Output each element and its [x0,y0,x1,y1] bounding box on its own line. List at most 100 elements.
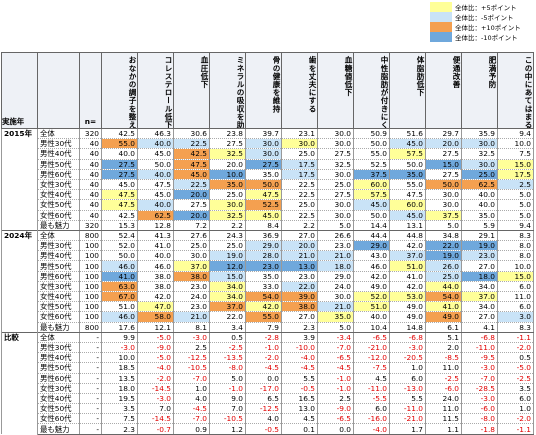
cell-value: 8.4 [245,219,282,231]
cell-value: 45.0 [353,199,390,210]
cell-value: 39.0 [281,290,318,302]
cell-value: 14.8 [389,321,426,333]
cell-value: 30.0 [209,199,246,210]
section-label: 2015年 [1,128,38,231]
cell-value: 30.0 [245,148,282,160]
cell-value: 47.5 [101,199,138,210]
cell-value: 52.0 [101,240,138,251]
table-row: 最も魅力 800 17.6 12.1 8.1 3.4 7.9 2.3 5.0 10.4 14.8 6.… [2,321,534,333]
row-label: 女性40代 [37,189,80,200]
cell-value: 50.0 [389,158,426,170]
cell-value: 2.2 [209,219,246,231]
cell-value: 40.0 [461,199,498,210]
cell-value: 55.0 [101,138,138,149]
cell-value: -3.0 [461,362,498,373]
cell-value: 25.0 [173,240,210,251]
cell-value: -2.0 [497,413,534,424]
cell-value: 5.0 [497,199,534,210]
cell-value: 62.5 [461,178,498,190]
cell-value: 47.5 [245,189,282,200]
table-row: 女性40代 -19.5 -3.0 4.0 9.0 6.5 16.5 2.5 -5.5 5.5 24.… [2,392,534,404]
row-n: 40 [79,178,102,190]
cell-value: -6.5 [317,352,354,363]
cell-value: 2.3 [101,423,138,435]
cell-value: 52.5 [245,199,282,210]
row-label: 女性60代 [37,311,80,323]
cell-value: 23.0 [461,250,498,261]
cell-value: 9.4 [497,127,534,139]
cell-value: 2.5 [497,178,534,190]
legend: 全体比：+5ポイント 全体比：-5ポイント 全体比：+10ポイント 全体比：-10ポイ… [430,2,534,42]
cell-value: -9.5 [461,352,498,363]
cell-value: 13.0 [281,403,318,414]
column-header: おなかの調子を整える [101,52,138,129]
column-header: コレステロール低下 [137,52,174,129]
cell-value: 5.0 [497,189,534,200]
table-row: 女性30代 100 63.0 38.0 23.0 34.0 33.0 22.0 24.0 49.0… [2,280,534,292]
cell-value: 34.0 [461,280,498,292]
row-n: 100 [79,260,102,272]
cell-value: 30.6 [173,127,210,139]
cell-value: 42.0 [389,240,426,251]
cell-value: 42.0 [389,280,426,292]
cell-value: 9.9 [101,331,138,343]
row-n: 320 [79,127,102,139]
section-label: 比較 [1,331,38,435]
cell-value: -6.0 [425,382,462,394]
cell-value: 23.0 [173,280,210,292]
cell-value: 10.0 [101,352,138,363]
cell-value: 2.5 [173,341,210,353]
cell-value: 0.0 [317,423,354,435]
cell-value: 26.6 [317,229,354,241]
cell-value: 13.5 [101,372,138,384]
cell-value: 21.0 [281,250,318,261]
column-header: 歯を丈夫にする [281,52,318,129]
cell-value: 67.0 [101,290,138,302]
row-n: 800 [79,321,102,333]
row-n: 100 [79,250,102,261]
table-row: 女性50代 100 51.0 47.0 23.0 37.0 42.0 38.0 21.0 51.0… [2,301,534,312]
table-row: 男性30代 40 55.0 40.0 22.5 27.5 30.0 30.0 30.0 50.0 4… [2,138,534,149]
cell-value: -7.0 [173,413,210,424]
cell-value: 8.1 [173,321,210,333]
cell-value: 9.4 [497,219,534,231]
row-n: 800 [79,229,102,241]
cell-value: 27.0 [281,229,318,241]
cell-value: 6.0 [497,280,534,292]
cell-value: 52.4 [101,229,138,241]
cell-value: -4.0 [137,362,174,373]
table-row: 女性60代 100 46.0 58.0 21.0 22.0 55.0 27.0 35.0 40.0… [2,311,534,323]
cell-value: -4.5 [173,403,210,414]
cell-value: 6.1 [425,321,462,333]
cell-value: 22.5 [173,138,210,149]
cell-value: -2.5 [497,372,534,384]
cell-value: 32.5 [209,209,246,221]
cell-value: 22.0 [425,240,462,251]
cell-value: 3.5 [101,403,138,414]
cell-value: 45.0 [101,178,138,190]
cell-value: 42.0 [137,290,174,302]
table-row: 女性60代 40 42.5 62.5 20.0 32.5 45.0 22.5 30.0 50.0 4… [2,209,534,221]
row-label: 女性30代 [37,382,80,394]
cell-value: 29.1 [461,229,498,241]
row-n: 100 [79,301,102,312]
table-row: 比較 全体 -9.9 -5.0 -3.0 0.5 -2.8 3.9 -3.4 -6.5 -6.8 5.… [1,331,534,435]
cell-value: 6.0 [497,392,534,404]
cell-value: 0.9 [173,423,210,435]
cell-value: 0.0 [245,372,282,384]
column-header: 骨の健康を維持 [245,52,282,129]
cell-value: 10.4 [353,321,390,333]
cell-value: 38.0 [137,270,174,282]
cell-value: 49.0 [353,280,390,292]
cell-value: 35.0 [317,311,354,323]
cell-value: 20.0 [173,209,210,221]
column-header: 中性脂肪が付きにくくなる [353,52,390,129]
cell-value: 45.0 [137,148,174,160]
table-row: 2015年 全体 320 42.5 46.3 30.6 23.8 39.7 23.1 30.0 50… [1,127,534,231]
cell-value: 42.5 [101,127,138,139]
cell-value: 42.5 [101,209,138,221]
year-header: 実施年 [1,52,38,129]
row-n: - [79,382,102,394]
cell-value: 4.1 [461,321,498,333]
row-label: 女性60代 [37,209,80,221]
